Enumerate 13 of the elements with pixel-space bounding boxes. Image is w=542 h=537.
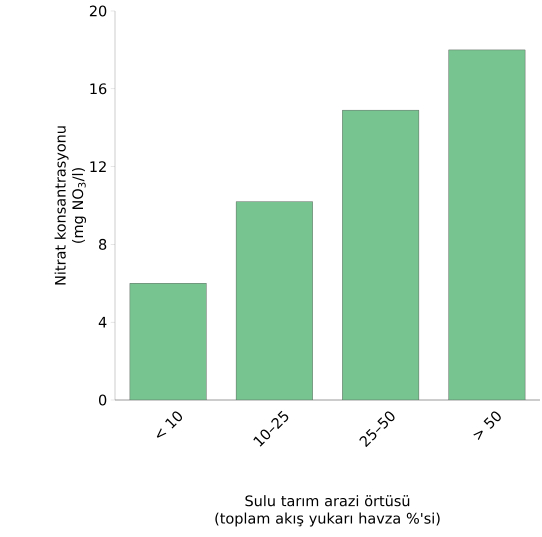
y-tick-label: 20 bbox=[90, 6, 106, 16]
bar bbox=[130, 283, 207, 400]
y-tick-label: 4 bbox=[98, 316, 106, 328]
y-tick-label: 0 bbox=[98, 394, 106, 406]
bar bbox=[236, 201, 313, 400]
x-axis-title: Sulu tarım arazi örtüsü (toplam akış yukarı havza %'si) bbox=[215, 495, 440, 527]
x-tick-label: < 10 bbox=[156, 412, 182, 438]
bar bbox=[342, 110, 420, 400]
y-tick-label: 8 bbox=[99, 238, 106, 250]
bar bbox=[448, 50, 526, 400]
y-tick-label: 12 bbox=[90, 161, 106, 172]
x-tick-label: > 50 bbox=[473, 412, 501, 440]
y-tick-label: 16 bbox=[90, 83, 106, 94]
